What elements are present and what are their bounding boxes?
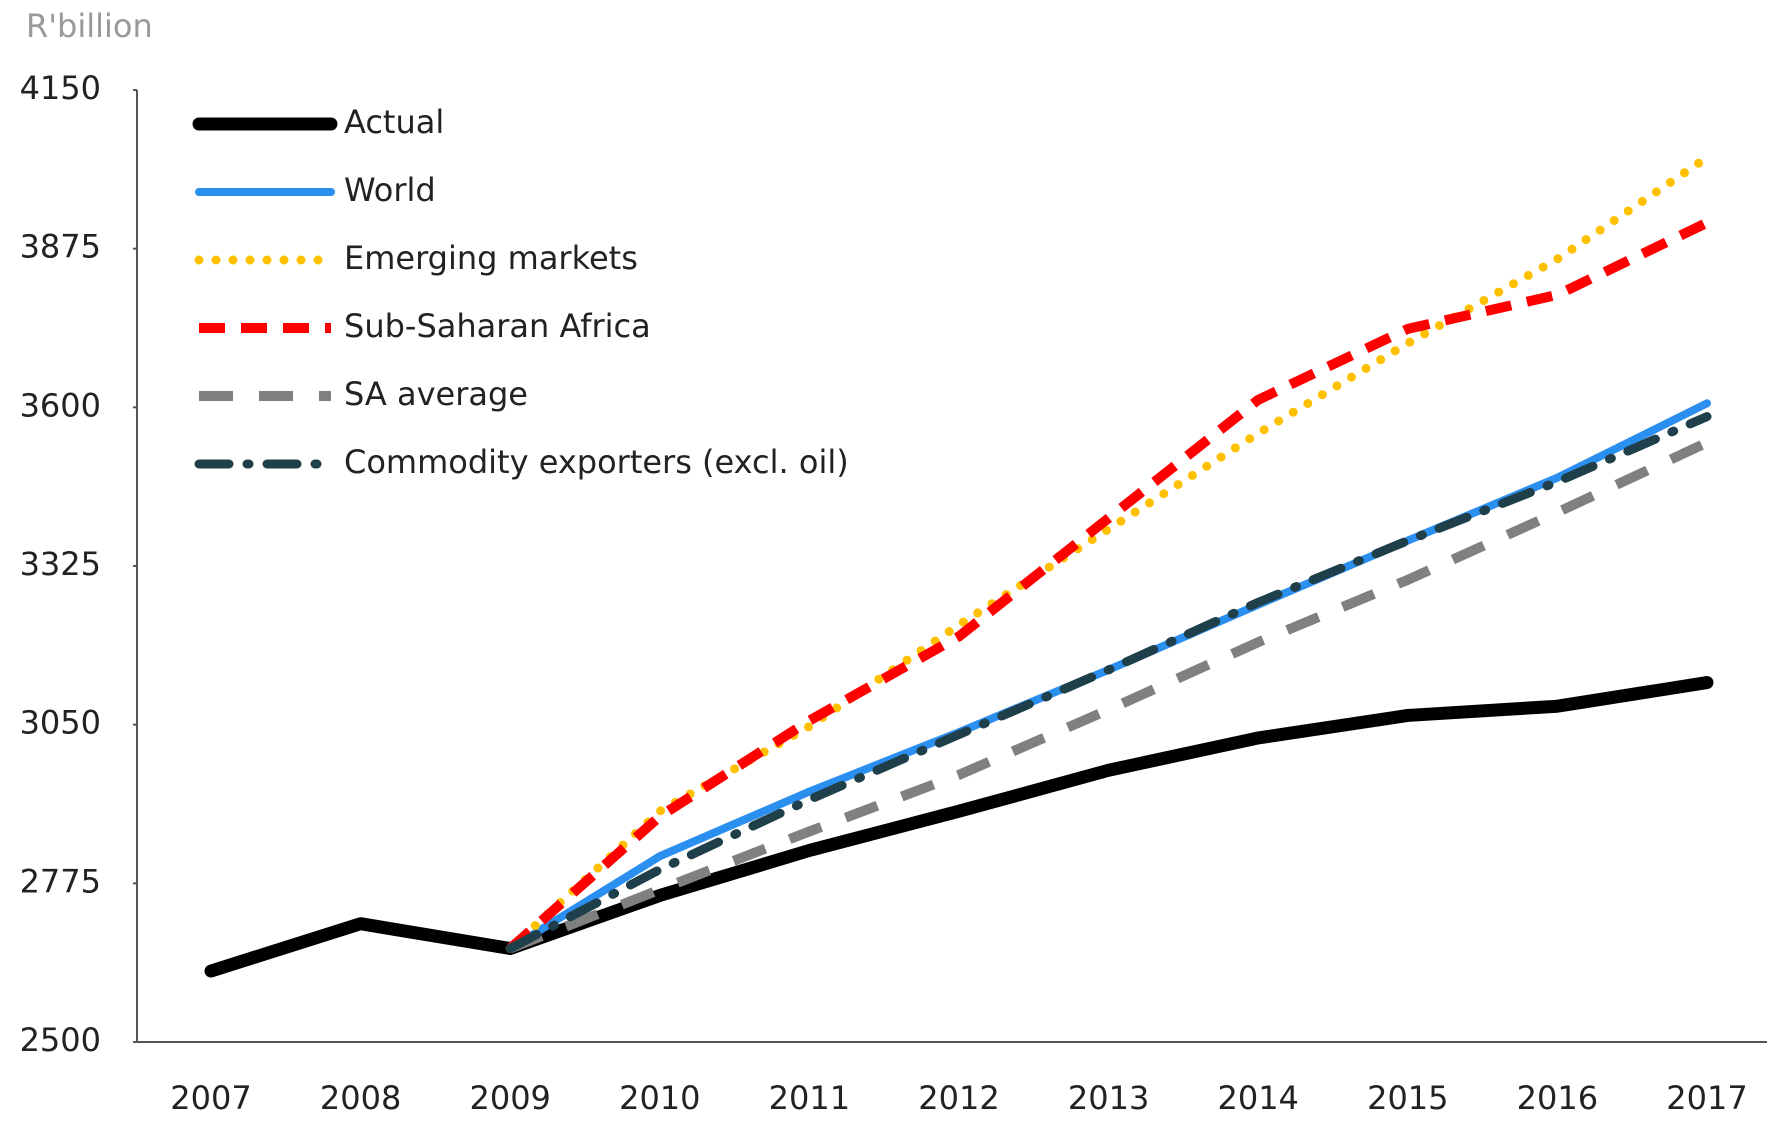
x-tick-label: 2017: [1666, 1079, 1747, 1117]
x-tick-label: 2016: [1517, 1079, 1598, 1117]
y-tick-label: 2500: [20, 1021, 101, 1059]
legend-label: Actual: [344, 103, 444, 141]
legend-label: Commodity exporters (excl. oil): [344, 443, 849, 481]
y-tick-label: 3600: [20, 386, 101, 424]
x-tick-label: 2014: [1217, 1079, 1298, 1117]
series-line: [506, 399, 1711, 953]
series-line: [506, 218, 1710, 953]
series-line: [204, 676, 1714, 978]
x-tick-label: 2009: [469, 1079, 550, 1117]
y-axis-label: R'billion: [26, 7, 153, 45]
x-tick-label: 2015: [1367, 1079, 1448, 1117]
x-tick-label: 2008: [320, 1079, 401, 1117]
legend-label: Emerging markets: [344, 239, 638, 277]
x-tick-label: 2011: [769, 1079, 850, 1117]
series-line: [508, 437, 1710, 954]
series-line: [505, 153, 1712, 954]
y-tick-label: 3050: [20, 704, 101, 742]
x-tick-label: 2012: [918, 1079, 999, 1117]
legend-label: SA average: [344, 375, 528, 413]
x-tick-label: 2007: [170, 1079, 251, 1117]
x-tick-label: 2010: [619, 1079, 700, 1117]
legend-label: World: [344, 171, 436, 209]
series-line: [505, 412, 1712, 954]
y-tick-label: 3875: [20, 228, 101, 266]
y-tick-label: 4150: [20, 69, 101, 107]
y-tick-label: 2775: [20, 862, 101, 900]
x-tick-label: 2013: [1068, 1079, 1149, 1117]
y-tick-label: 3325: [20, 545, 101, 583]
legend-label: Sub-Saharan Africa: [344, 307, 651, 345]
